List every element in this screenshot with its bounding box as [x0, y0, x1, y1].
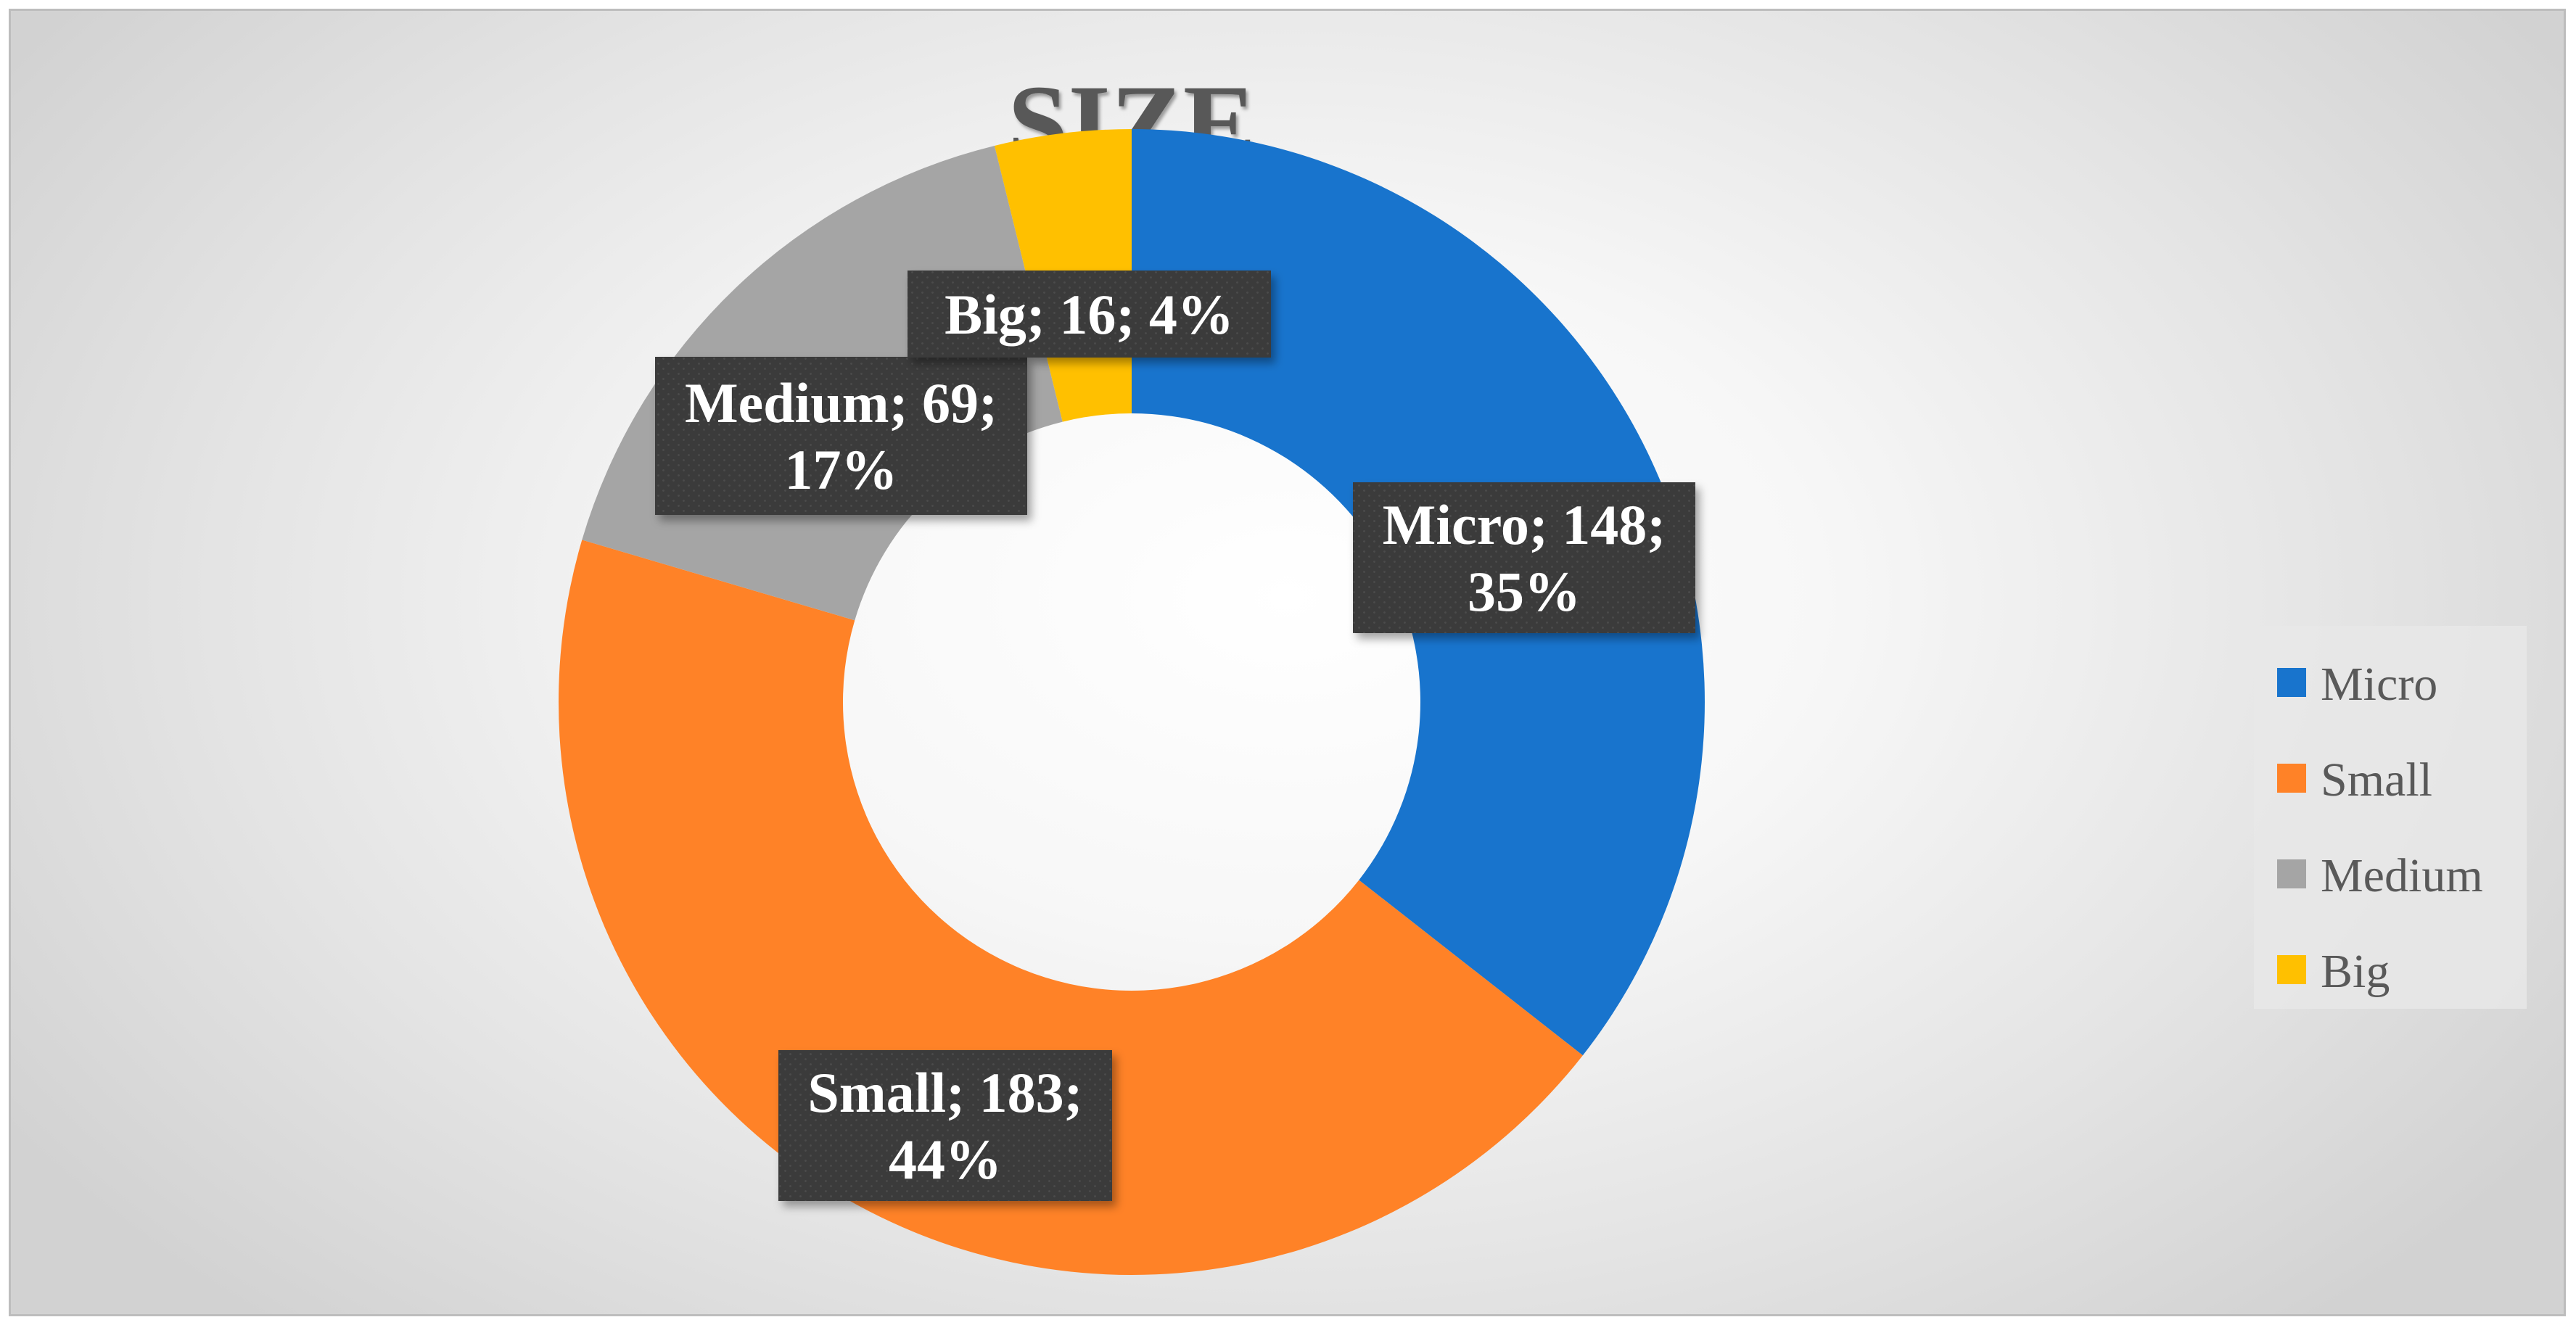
legend-label: Big	[2321, 945, 2390, 998]
data-label-line: 35%	[1468, 560, 1581, 623]
legend-item-small: Small	[2277, 754, 2432, 806]
data-label-line: 44%	[889, 1128, 1002, 1191]
legend-swatch	[2277, 668, 2306, 697]
data-label-line: 17%	[785, 438, 898, 501]
legend-label: Small	[2321, 754, 2432, 806]
legend-swatch	[2277, 764, 2306, 793]
data-label-box	[655, 357, 1027, 515]
legend-item-medium: Medium	[2277, 849, 2483, 902]
data-label-line: Medium; 69;	[685, 371, 997, 434]
legend-item-big: Big	[2277, 945, 2390, 998]
legend-label: Micro	[2321, 658, 2437, 711]
doughnut-chart: SIZE Micro; 148;35%Small; 183;44%Medium;…	[558, 63, 2527, 1276]
legend-item-micro: Micro	[2277, 658, 2437, 711]
legend-swatch	[2277, 859, 2306, 888]
data-label-box	[1353, 482, 1695, 633]
data-label-box	[908, 271, 1271, 358]
data-label-line: Small; 183;	[807, 1061, 1082, 1124]
legend-label: Medium	[2321, 849, 2483, 902]
data-label-box	[778, 1050, 1112, 1201]
chart-frame: SIZE Micro; 148; 35% Small; 183; 44% Medium;…	[9, 9, 2566, 1316]
data-label-small: Small; 183;44%	[778, 1050, 1112, 1201]
data-label-medium: Medium; 69;17%	[655, 357, 1027, 515]
legend: Micro Small Medium Big	[2254, 626, 2527, 1009]
data-label-micro: Micro; 148;35%	[1353, 482, 1695, 633]
data-labels: Micro; 148;35% Small; 183;44% Medium; 69;1…	[655, 271, 1695, 1201]
data-label-big: Big; 16; 4%	[908, 271, 1271, 358]
legend-swatch	[2277, 955, 2306, 984]
data-label-line: Big; 16; 4%	[945, 283, 1234, 346]
data-label-line: Micro; 148;	[1383, 493, 1666, 556]
